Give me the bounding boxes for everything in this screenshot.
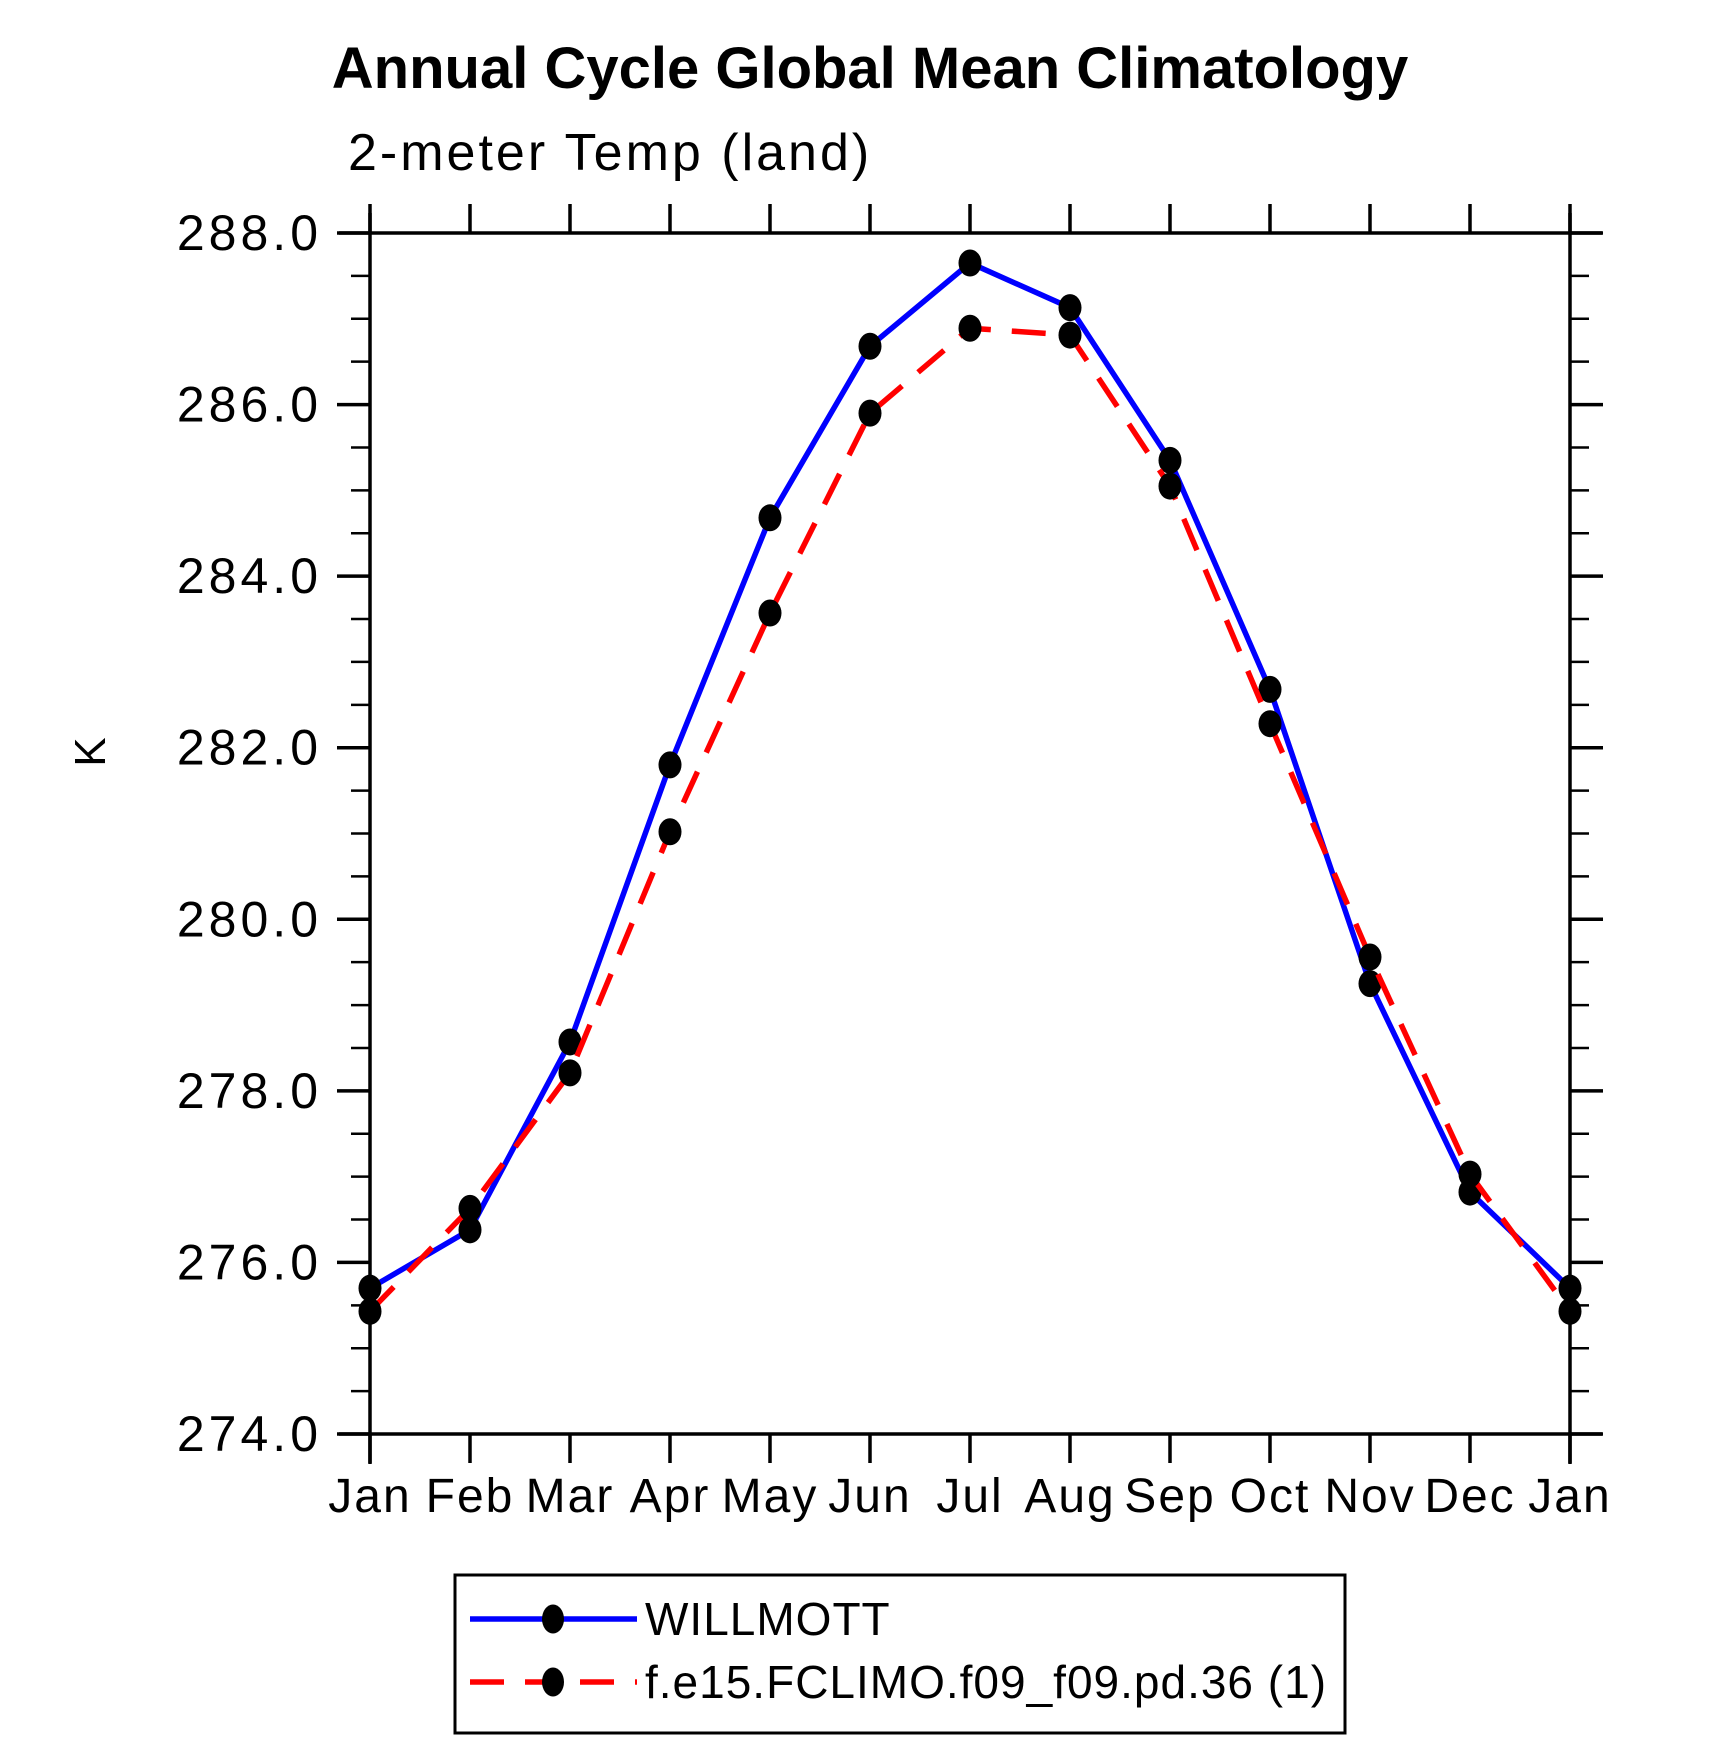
legend-label-0: WILLMOTT <box>645 1593 891 1645</box>
x-axis-ticks <box>368 204 1572 1463</box>
data-point-marker <box>658 751 682 779</box>
x-tick-label: Feb <box>426 1470 515 1523</box>
data-point-marker <box>1158 446 1182 474</box>
x-tick-label: Apr <box>630 1470 711 1523</box>
x-tick-label: Mar <box>526 1470 615 1523</box>
data-point-marker <box>1558 1297 1582 1325</box>
axis-frame <box>339 213 1602 1464</box>
chart-subtitle: 2-meter Temp (land) <box>348 124 872 182</box>
x-tick-label: May <box>722 1470 819 1523</box>
legend-box <box>453 1573 1347 1735</box>
y-tick-label: 278.0 <box>177 1063 322 1119</box>
x-tick-label: Jun <box>828 1470 911 1523</box>
data-point-marker <box>758 599 782 627</box>
y-tick-label: 276.0 <box>177 1234 322 1290</box>
data-point-marker <box>1458 1160 1482 1188</box>
y-tick-label: 282.0 <box>177 720 322 776</box>
x-tick-label: Aug <box>1024 1470 1115 1523</box>
x-tick-label: Sep <box>1124 1470 1215 1523</box>
x-tick-label: Jan <box>1528 1470 1611 1523</box>
data-point-marker <box>658 818 682 846</box>
legend: WILLMOTT f.e15.FCLIMO.f09_f09.pd.36 (1) <box>453 1573 1347 1735</box>
y-tick-label: 280.0 <box>177 891 322 947</box>
x-tick-label: Nov <box>1324 1470 1415 1523</box>
x-tick-label: Jul <box>936 1470 1003 1523</box>
data-point-marker <box>758 504 782 532</box>
series-line-1 <box>368 325 1573 1314</box>
x-tick-labels: Jan Feb Mar Apr May Jun Jul Aug Sep Oct Nov Dec Jan <box>328 1470 1611 1523</box>
data-point-marker <box>858 332 882 360</box>
y-axis-label: K <box>66 737 115 766</box>
data-point-marker <box>1158 472 1182 500</box>
y-tick-label: 274.0 <box>177 1406 322 1462</box>
y-tick-label: 286.0 <box>177 377 322 433</box>
y-axis-ticks <box>337 231 1603 1436</box>
data-point-marker <box>1058 294 1082 322</box>
data-point-marker <box>458 1216 482 1244</box>
data-point-marker <box>1258 675 1282 703</box>
y-tick-label: 284.0 <box>177 548 322 604</box>
y-tick-labels: 274.0 276.0 278.0 280.0 282.0 284.0 286.0 288.0 <box>177 205 322 1462</box>
data-point-marker <box>958 314 982 342</box>
data-point-marker <box>1558 1274 1582 1302</box>
data-point-marker <box>558 1028 582 1056</box>
legend-marker <box>542 1667 564 1697</box>
data-point-marker <box>1358 970 1382 998</box>
data-point-marker <box>458 1194 482 1222</box>
x-tick-label: Oct <box>1230 1470 1311 1523</box>
x-tick-label: Jan <box>328 1470 411 1523</box>
data-point-marker <box>1058 321 1082 349</box>
data-point-marker <box>858 399 882 427</box>
data-point-marker <box>558 1059 582 1087</box>
legend-marker <box>542 1604 564 1634</box>
y-tick-label: 288.0 <box>177 205 322 261</box>
data-point-marker <box>1258 710 1282 738</box>
chart-title: Annual Cycle Global Mean Climatology <box>332 36 1408 101</box>
data-point-marker <box>358 1274 382 1302</box>
series-lines <box>358 249 1582 1325</box>
legend-label-1: f.e15.FCLIMO.f09_f09.pd.36 (1) <box>645 1656 1327 1708</box>
data-point-marker <box>1358 943 1382 971</box>
data-point-marker <box>958 249 982 277</box>
series-line-0 <box>368 259 1572 1291</box>
data-point-marker <box>358 1297 382 1325</box>
x-tick-label: Dec <box>1424 1470 1515 1523</box>
